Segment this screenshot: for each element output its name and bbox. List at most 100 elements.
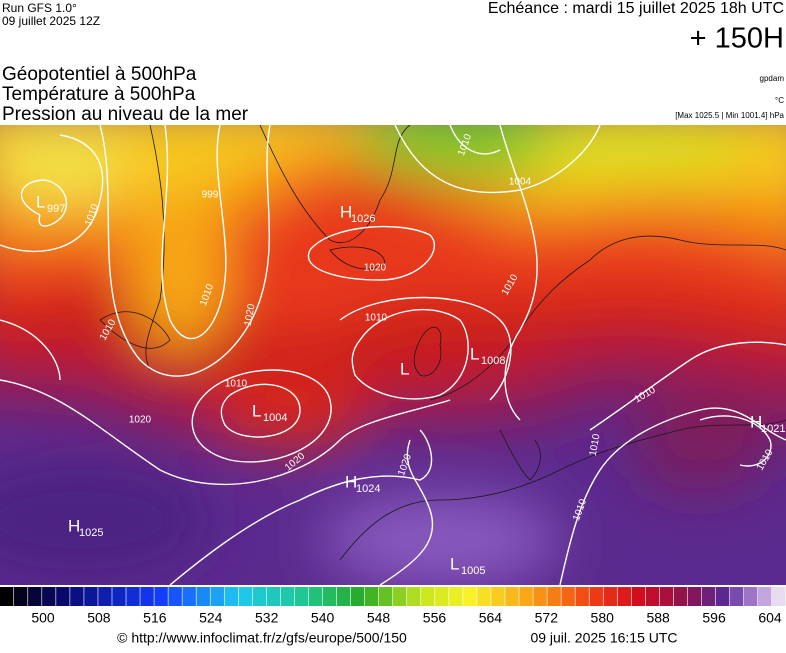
- colorbar-swatch: [140, 587, 154, 606]
- pressure-symbol: H: [345, 472, 357, 491]
- title-pressure: Pression au niveau de la mer: [2, 104, 249, 125]
- colorbar-swatch: [617, 587, 632, 606]
- colorbar-swatch: [294, 587, 309, 606]
- colorbar-swatch: [491, 587, 505, 606]
- pressure-symbol: H: [750, 412, 762, 431]
- colorbar-swatch: [336, 587, 351, 606]
- isobar-label: 1004: [509, 177, 532, 188]
- colorbar-swatch: [14, 587, 28, 606]
- isobar-label: 1010: [365, 313, 388, 324]
- colorbar-swatch: [350, 587, 365, 606]
- colorbar: 500 508 516 524 532 540 548 556 564 572 580 588 596 6…: [0, 587, 786, 626]
- colorbar-swatch: [603, 587, 617, 606]
- colorbar-tick-label: 596: [702, 610, 726, 626]
- colorbar-tick-label: 588: [646, 610, 670, 626]
- colorbar-swatch: [252, 587, 267, 606]
- colorbar-swatch: [0, 587, 14, 606]
- colorbar-swatch: [98, 587, 112, 606]
- colorbar-swatch: [645, 587, 660, 606]
- colorbar-tick-label: 516: [143, 610, 167, 626]
- colorbar-swatch: [364, 587, 379, 606]
- pressure-symbol: L: [450, 554, 459, 573]
- colorbar-swatch: [84, 587, 98, 606]
- colorbar-swatch: [196, 587, 210, 606]
- colorbar-swatch: [322, 587, 337, 606]
- colorbar-swatch: [589, 587, 603, 606]
- colorbar-swatch: [238, 587, 253, 606]
- generated-time: 09 juil. 2025 16:15 UTC: [530, 630, 677, 646]
- colorbar-swatch: [631, 587, 646, 606]
- colorbar-swatch: [757, 587, 772, 606]
- colorbar-swatch: [729, 587, 744, 606]
- colorbar-swatch: [477, 587, 491, 606]
- unit-pressure: [Max 1025.5 | Min 1001.4] hPa: [675, 111, 784, 120]
- colorbar-swatch: [715, 587, 730, 606]
- colorbar-swatch: [308, 587, 323, 606]
- colorbar-tick-label: 524: [199, 610, 223, 626]
- pressure-value: 1005: [461, 565, 485, 577]
- colorbar-swatch: [28, 587, 42, 606]
- title-geopotential: Géopotentiel à 500hPa: [2, 64, 197, 85]
- colorbar-tick-label: 532: [255, 610, 279, 626]
- run-date: 09 juillet 2025 12Z: [2, 14, 100, 28]
- colorbar-swatch: [224, 587, 239, 606]
- source-url: © http://www.infoclimat.fr/z/gfs/europe/…: [117, 630, 407, 646]
- colorbar-swatch: [70, 587, 84, 606]
- run-label: Run GFS 1.0°: [2, 1, 77, 15]
- pressure-symbol: H: [340, 202, 352, 221]
- isobar-label: 999: [202, 190, 219, 201]
- colorbar-swatch: [463, 587, 477, 606]
- pressure-value: 1026: [351, 213, 375, 225]
- colorbar-swatch: [673, 587, 688, 606]
- unit-temperature: °C: [775, 96, 784, 105]
- colorbar-tick-label: 572: [535, 610, 559, 626]
- colorbar-swatch: [42, 587, 56, 606]
- colorbar-swatch: [393, 587, 407, 606]
- colorbar-swatch: [561, 587, 575, 606]
- colorbar-swatch: [56, 587, 70, 606]
- colorbar-swatch: [126, 587, 140, 606]
- colorbar-swatch: [112, 587, 126, 606]
- pressure-value: 1024: [356, 483, 380, 495]
- pressure-value: 997: [47, 203, 65, 215]
- colorbar-swatch: [168, 587, 182, 606]
- colorbar-tick-label: 548: [367, 610, 391, 626]
- colorbar-swatch: [435, 587, 449, 606]
- pressure-symbol: H: [68, 516, 80, 535]
- colorbar-swatch: [687, 587, 702, 606]
- pressure-symbol: L: [252, 401, 261, 420]
- colorbar-swatch: [659, 587, 674, 606]
- unit-geopotential: gpdam: [760, 74, 785, 83]
- colorbar-swatch: [575, 587, 589, 606]
- colorbar-tick-label: 508: [87, 610, 111, 626]
- colorbar-swatch: [378, 587, 393, 606]
- pressure-symbol: L: [36, 192, 45, 211]
- lead-time: + 150H: [690, 23, 784, 55]
- isobar-label: 1010: [588, 433, 603, 457]
- colorbar-swatch: [182, 587, 196, 606]
- isobar-label: 1010: [225, 379, 248, 390]
- map-field: [0, 125, 786, 585]
- valid-time: Echéance : mardi 15 juillet 2025 18h UTC: [488, 0, 784, 17]
- colorbar-swatch: [210, 587, 224, 606]
- colorbar-swatch: [519, 587, 533, 606]
- colorbar-swatch: [449, 587, 463, 606]
- pressure-symbol: L: [470, 344, 479, 363]
- colorbar-swatch: [771, 587, 786, 606]
- pressure-symbol: L: [400, 359, 409, 378]
- colorbar-swatch: [280, 587, 295, 606]
- colorbar-swatch: [743, 587, 758, 606]
- colorbar-tick-label: 564: [479, 610, 503, 626]
- colorbar-swatch: [701, 587, 716, 606]
- colorbar-swatch: [407, 587, 421, 606]
- pressure-value: 1021: [761, 423, 785, 435]
- pressure-value: 1025: [79, 527, 103, 539]
- isobar-label: 1020: [364, 263, 387, 274]
- title-temperature: Température à 500hPa: [2, 84, 196, 105]
- isobar-label: 1020: [129, 415, 152, 426]
- colorbar-tick-label: 540: [311, 610, 335, 626]
- colorbar-tick-label: 604: [758, 610, 782, 626]
